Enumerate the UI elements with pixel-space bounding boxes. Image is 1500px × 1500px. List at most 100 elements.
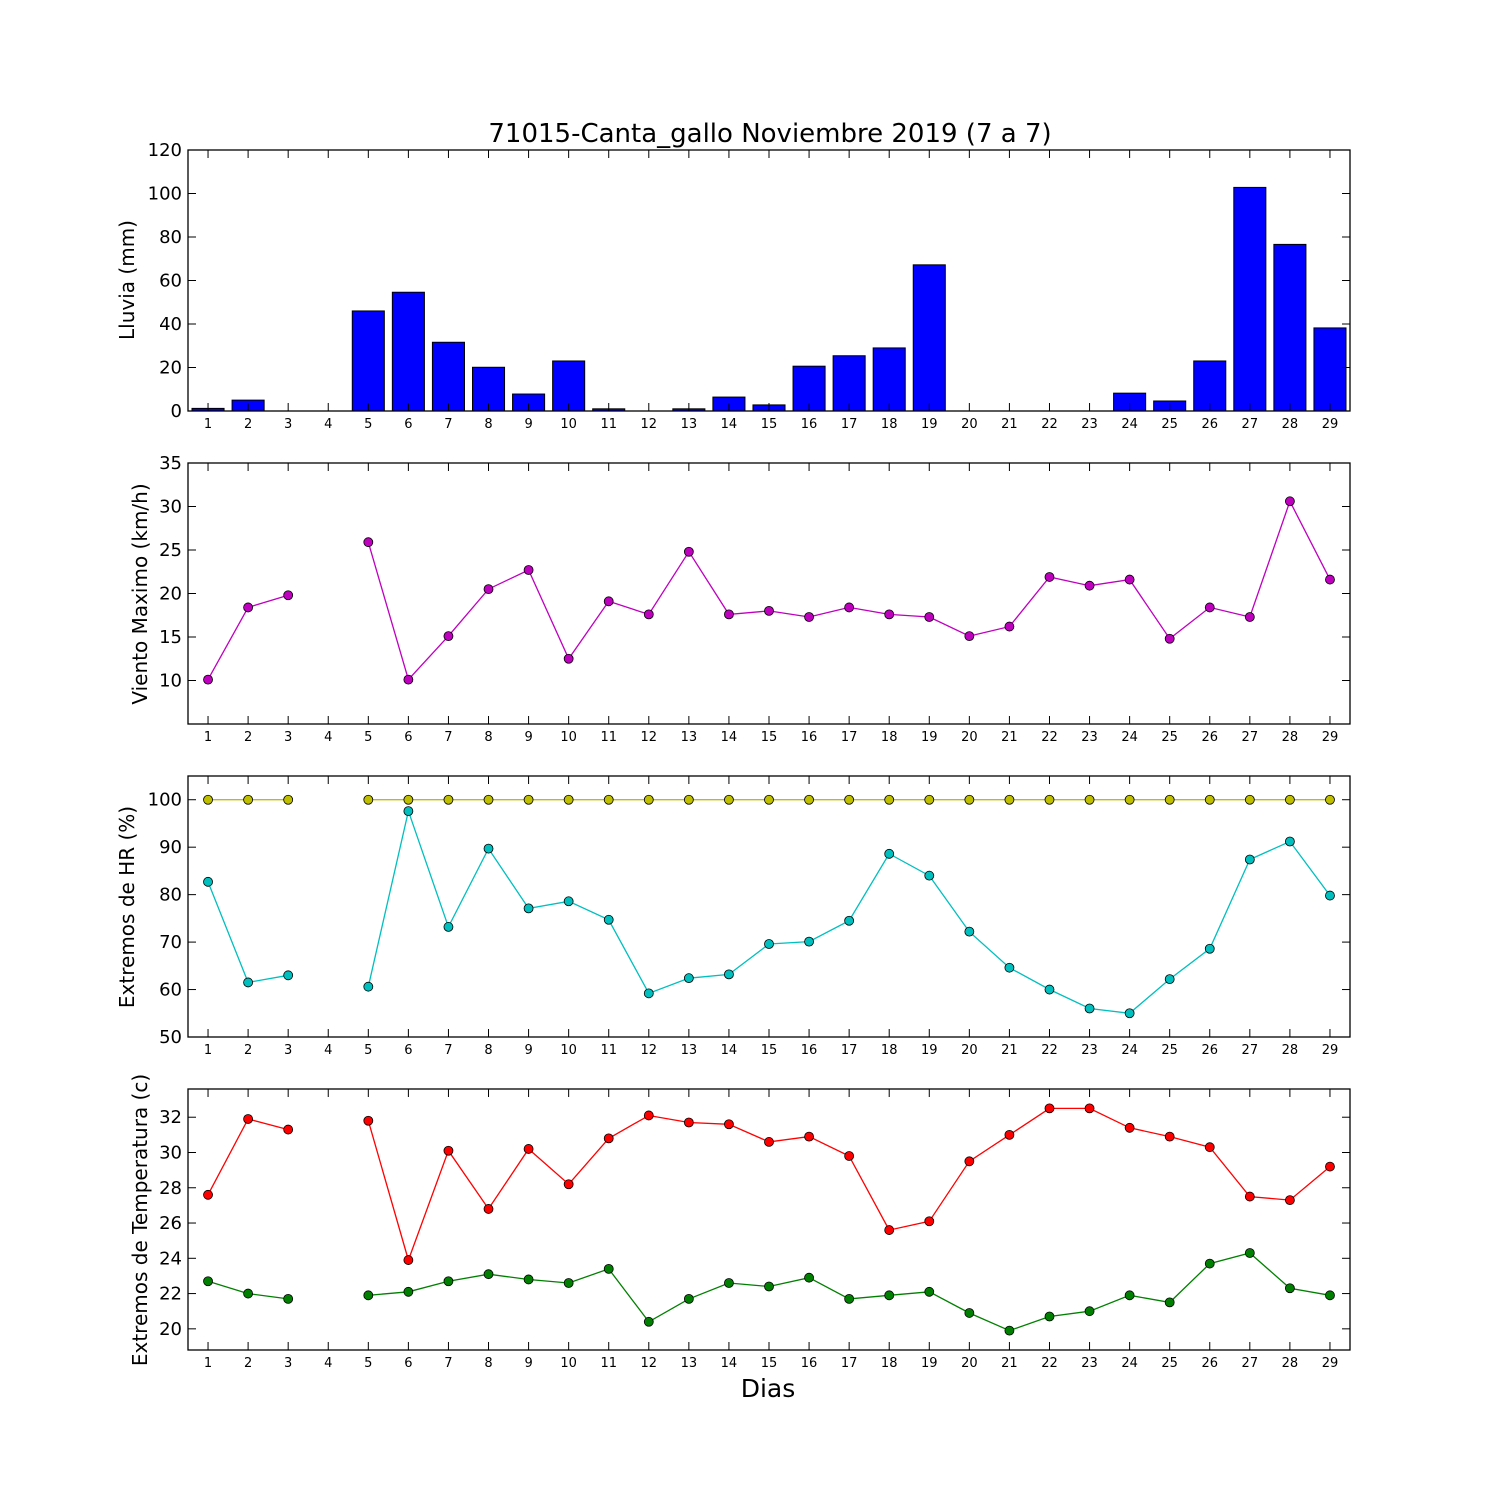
series-2-1-point-day-8 bbox=[483, 843, 494, 854]
x-tick-label: 17 bbox=[841, 1043, 858, 1058]
x-tick-label: 19 bbox=[921, 1043, 938, 1058]
series-3-1-point-day-3 bbox=[283, 1293, 294, 1304]
series-3-1-point-day-16 bbox=[804, 1272, 814, 1283]
series-3-1-point-day-28 bbox=[1284, 1283, 1295, 1294]
series-1-0-point-day-25 bbox=[1164, 633, 1175, 644]
x-tick-label: 6 bbox=[404, 1356, 412, 1371]
series-2-1-point-day-23 bbox=[1084, 1003, 1095, 1014]
x-tick-label: 23 bbox=[1081, 1356, 1098, 1371]
series-2-0-point-day-18 bbox=[884, 794, 895, 805]
y-tick-label: 100 bbox=[148, 790, 182, 811]
x-tick-label: 12 bbox=[641, 1356, 658, 1371]
series-2-1-line-1 bbox=[367, 808, 1331, 1014]
series-2-0-point-day-1 bbox=[203, 794, 213, 805]
series-1-0-point-day-18 bbox=[884, 609, 895, 620]
series-3-1-point-day-23 bbox=[1084, 1306, 1095, 1317]
x-tick-label: 27 bbox=[1242, 417, 1259, 432]
series-1-0-point-day-1 bbox=[203, 674, 213, 685]
series-1-0-point-day-9 bbox=[523, 565, 534, 575]
series-2-0-point-day-29 bbox=[1325, 794, 1335, 805]
x-tick-label: 16 bbox=[801, 1356, 818, 1371]
y-tick-label: 60 bbox=[159, 980, 182, 1001]
x-tick-label: 1 bbox=[204, 730, 212, 745]
series-3-0-point-day-1 bbox=[203, 1189, 213, 1200]
x-tick-label: 11 bbox=[600, 417, 617, 432]
series-2-1-point-day-14 bbox=[724, 969, 734, 980]
x-tick-label: 20 bbox=[961, 417, 978, 432]
x-tick-label: 14 bbox=[721, 1043, 738, 1058]
series-3-0-point-day-20 bbox=[964, 1156, 975, 1167]
series-3-1-point-day-5 bbox=[363, 1290, 374, 1301]
rain-bar-day-17 bbox=[832, 355, 866, 412]
series-3-1-point-day-29 bbox=[1325, 1290, 1335, 1301]
x-tick-label: 28 bbox=[1282, 1043, 1299, 1058]
series-2-0-point-day-5 bbox=[363, 794, 374, 805]
series-2-0-point-day-21 bbox=[1004, 794, 1015, 805]
series-3-0-point-day-3 bbox=[283, 1124, 294, 1135]
y-tick-label: 40 bbox=[159, 314, 182, 335]
y-tick-label: 0 bbox=[171, 401, 182, 422]
series-3-1-point-day-21 bbox=[1004, 1325, 1015, 1336]
x-tick-label: 25 bbox=[1161, 1043, 1178, 1058]
x-tick-label: 1 bbox=[204, 1356, 212, 1371]
x-tick-label: 3 bbox=[284, 1043, 292, 1058]
series-3-1-point-day-22 bbox=[1044, 1311, 1055, 1322]
series-3-1-point-day-19 bbox=[924, 1286, 935, 1297]
x-tick-label: 1 bbox=[204, 417, 212, 432]
x-tick-label: 15 bbox=[761, 730, 778, 745]
x-tick-label: 7 bbox=[444, 1356, 452, 1371]
y-tick-label: 90 bbox=[159, 837, 182, 858]
x-tick-label: 6 bbox=[404, 1043, 412, 1058]
series-1-0-point-day-7 bbox=[443, 631, 454, 642]
x-tick-label: 21 bbox=[1001, 1043, 1018, 1058]
x-tick-label: 9 bbox=[524, 730, 532, 745]
series-3-0-line-1 bbox=[367, 1107, 1331, 1263]
x-tick-label: 4 bbox=[324, 1356, 332, 1371]
series-3-0-point-day-7 bbox=[443, 1145, 454, 1156]
series-3-0-point-day-25 bbox=[1164, 1131, 1175, 1142]
series-1-0-point-day-27 bbox=[1244, 612, 1255, 622]
x-tick-label: 24 bbox=[1121, 730, 1138, 745]
series-2-1-point-day-12 bbox=[643, 988, 654, 999]
series-1-0-point-day-17 bbox=[844, 602, 855, 613]
series-3-0-point-day-23 bbox=[1084, 1103, 1095, 1114]
x-tick-label: 15 bbox=[761, 417, 778, 432]
x-tick-label: 13 bbox=[681, 1043, 698, 1058]
series-3-0-point-day-10 bbox=[563, 1179, 574, 1190]
series-2-0-point-day-6 bbox=[403, 794, 414, 805]
x-tick-label: 26 bbox=[1201, 417, 1218, 432]
x-tick-label: 28 bbox=[1282, 417, 1299, 432]
series-2-0-point-day-17 bbox=[844, 794, 855, 805]
series-3-1-point-day-2 bbox=[243, 1288, 254, 1299]
series-1-0-point-day-12 bbox=[643, 609, 654, 620]
x-tick-label: 2 bbox=[244, 1356, 252, 1371]
series-3-1-point-day-20 bbox=[964, 1308, 975, 1318]
series-1-0-point-day-8 bbox=[483, 584, 494, 595]
rain-bar-day-5 bbox=[351, 310, 385, 412]
x-tick-label: 26 bbox=[1201, 1356, 1218, 1371]
series-2-1-point-day-17 bbox=[844, 915, 855, 926]
chart-title: 71015-Canta_gallo Noviembre 2019 (7 a 7) bbox=[488, 119, 1051, 149]
series-2-1-line-0 bbox=[207, 881, 289, 984]
plot-frame-2 bbox=[187, 775, 1351, 1038]
series-1-0-point-day-26 bbox=[1204, 602, 1215, 613]
series-3-0-point-day-19 bbox=[924, 1216, 935, 1227]
series-3-0-point-day-6 bbox=[403, 1255, 414, 1265]
x-tick-label: 22 bbox=[1041, 417, 1058, 432]
x-tick-label: 12 bbox=[641, 1043, 658, 1058]
series-3-0-point-day-16 bbox=[804, 1131, 814, 1142]
rain-bar-day-29 bbox=[1313, 327, 1347, 412]
y-tick-label: 70 bbox=[159, 932, 182, 953]
series-3-1-point-day-12 bbox=[643, 1316, 654, 1327]
series-2-1-point-day-13 bbox=[683, 973, 694, 984]
series-1-0-line-1 bbox=[367, 499, 1331, 681]
x-tick-label: 16 bbox=[801, 417, 818, 432]
x-tick-label: 5 bbox=[364, 417, 372, 432]
x-tick-label: 5 bbox=[364, 1356, 372, 1371]
series-2-1-point-day-28 bbox=[1284, 836, 1295, 847]
y-tick-label: 20 bbox=[159, 1319, 182, 1340]
rain-bar-day-7 bbox=[431, 341, 465, 412]
series-1-0-point-day-13 bbox=[683, 546, 694, 557]
x-tick-label: 13 bbox=[681, 730, 698, 745]
x-tick-label: 20 bbox=[961, 730, 978, 745]
